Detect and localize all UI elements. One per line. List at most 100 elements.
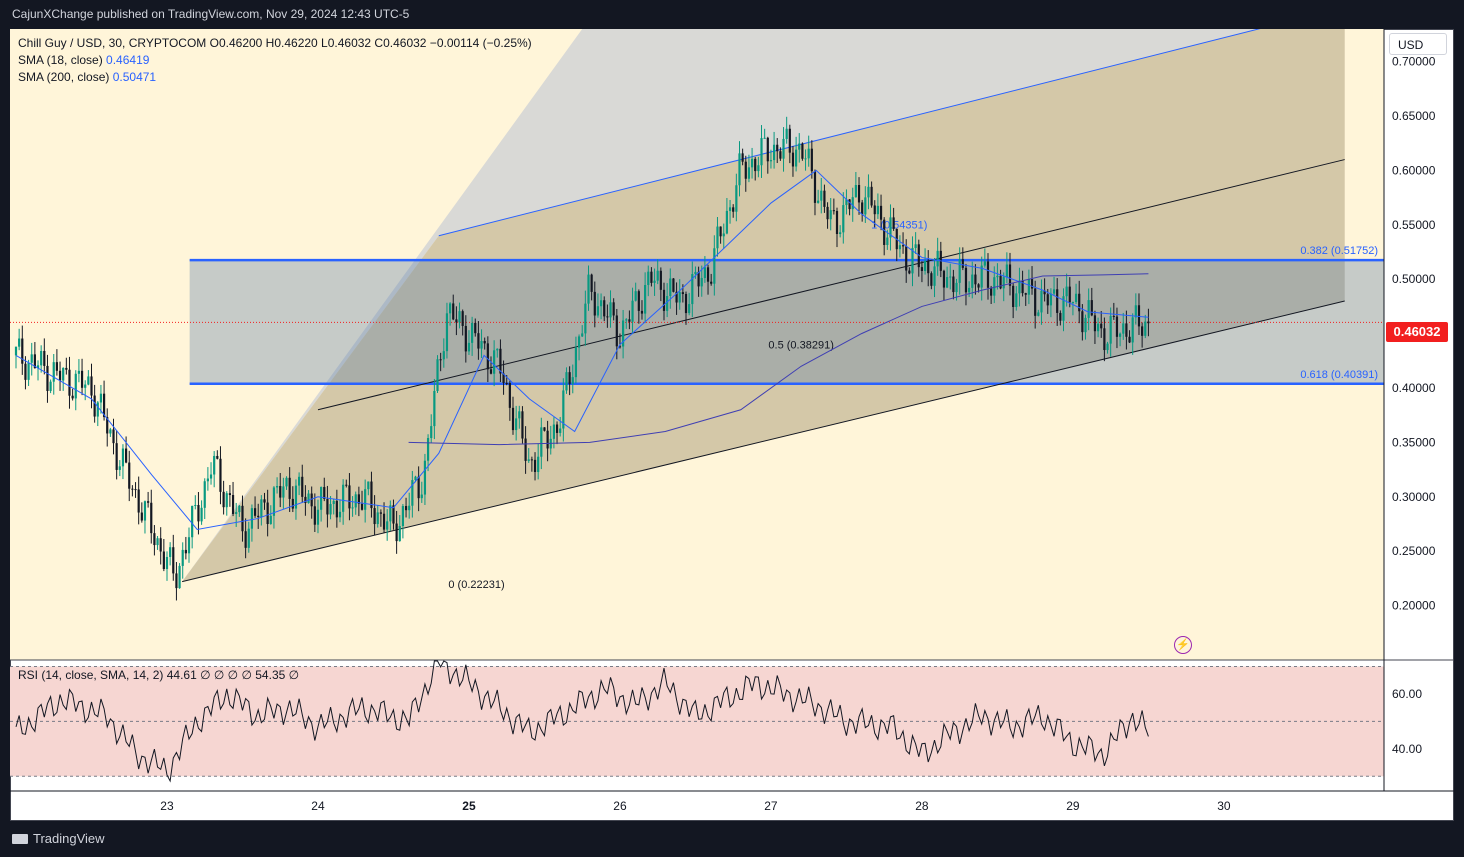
candle-body [52, 362, 55, 382]
candle-body [93, 395, 96, 417]
candle-body [666, 296, 669, 311]
price-tick-3: 0.35000 [1392, 435, 1436, 449]
price-tick-8: 0.60000 [1392, 163, 1436, 177]
candle-body [933, 266, 936, 286]
candle-body [1046, 294, 1049, 306]
time-tick-28: 28 [915, 799, 929, 813]
candle-body [477, 333, 480, 349]
candle-body [691, 274, 694, 305]
candle-body [555, 424, 559, 433]
candle-body [955, 282, 958, 293]
candle-body [889, 217, 892, 238]
candle-body [137, 489, 140, 513]
candle-body [266, 502, 269, 525]
ohlc-values: O0.46200 H0.46220 L0.46032 C0.46032 −0.0… [209, 36, 532, 50]
candle-body [203, 481, 206, 508]
candle-body [596, 306, 600, 316]
candle-body [820, 190, 823, 201]
candle-body [971, 274, 974, 288]
candle-body [728, 207, 732, 211]
candle-body [304, 496, 307, 504]
tradingview-logo[interactable]: TradingView [12, 831, 105, 846]
candle-body [124, 448, 128, 463]
candle-body [772, 144, 776, 161]
candle-body [386, 521, 389, 530]
symbol-title[interactable]: Chill Guy / USD, 30, CRYPTOCOM [18, 36, 207, 50]
rsi-label[interactable]: RSI (14, close, SMA, 14, 2) [18, 668, 164, 682]
candle-body [235, 512, 238, 514]
candle-body [779, 151, 782, 159]
price-tick-7: 0.55000 [1392, 218, 1436, 232]
sma18-label[interactable]: SMA (18, close) [18, 53, 103, 67]
candle-body [961, 259, 964, 268]
candle-body [1052, 289, 1056, 294]
candle-body [1040, 290, 1043, 313]
candle-body [33, 354, 36, 369]
candle-body [1008, 264, 1012, 286]
candle-body [543, 427, 546, 431]
candle-body [650, 271, 653, 283]
candle-body [886, 237, 889, 245]
candle-body [867, 186, 870, 198]
candle-body [150, 502, 153, 534]
candle-body [423, 460, 427, 495]
candle-body [769, 160, 773, 162]
candle-body [684, 294, 688, 314]
candle-body [14, 346, 18, 356]
candle-body [942, 270, 946, 288]
series-legend: Chill Guy / USD, 30, CRYPTOCOM O0.46200 … [18, 35, 532, 86]
candle-body [628, 319, 631, 322]
time-tick-29: 29 [1066, 799, 1080, 813]
candle-body [370, 481, 373, 509]
candle-body [21, 338, 24, 364]
bottom-bar [0, 822, 1464, 857]
candle-body [747, 167, 751, 179]
candle-body [489, 369, 493, 374]
candle-body [839, 232, 842, 235]
candle-body [471, 322, 474, 343]
candle-body [722, 233, 725, 237]
candle-body [354, 494, 357, 508]
candle-body [71, 395, 74, 399]
candle-body [735, 185, 738, 212]
candle-body [653, 280, 656, 283]
candle-body [49, 381, 52, 391]
sma200-label[interactable]: SMA (200, close) [18, 70, 110, 84]
candle-body [109, 429, 112, 434]
candle-body [445, 313, 449, 352]
candle-body [480, 340, 483, 349]
lightning-icon[interactable]: ⚡ [1174, 636, 1192, 654]
candle-body [493, 350, 496, 374]
candle-body [335, 500, 338, 518]
main-pane: 1 (0.54351) 0.5 (0.38291) 0 (0.22231) 0.382… [10, 29, 1385, 660]
candle-body [213, 455, 216, 475]
candle-body [911, 247, 914, 274]
candle-body [983, 261, 986, 266]
candle-body [36, 365, 40, 369]
candle-body [634, 291, 637, 301]
candle-body [401, 506, 405, 526]
time-tick-30: 30 [1217, 799, 1231, 813]
candle-body [389, 505, 392, 522]
rsi-extra: ∅ ∅ ∅ ∅ 54.35 ∅ [200, 668, 300, 682]
price-tick-0: 0.20000 [1392, 599, 1436, 613]
candle-body [18, 338, 21, 347]
candle-body [474, 322, 477, 334]
candle-body [1090, 300, 1093, 316]
candle-body [1125, 323, 1128, 337]
candle-body [379, 512, 382, 514]
candle-body [112, 429, 115, 444]
candle-body [1021, 280, 1024, 294]
candle-body [577, 336, 581, 348]
currency-button[interactable]: USD [1389, 33, 1447, 55]
candle-body [879, 205, 883, 220]
candle-body [817, 200, 820, 203]
candle-body [706, 267, 710, 282]
candle-body [436, 359, 439, 391]
time-tick-27: 27 [764, 799, 778, 813]
candle-body [681, 292, 684, 295]
candle-body [275, 486, 279, 488]
candle-body [766, 137, 769, 162]
candle-body [209, 474, 213, 479]
chart-canvas[interactable]: 1 (0.54351) 0.5 (0.38291) 0 (0.22231) 0.382… [10, 29, 1454, 821]
